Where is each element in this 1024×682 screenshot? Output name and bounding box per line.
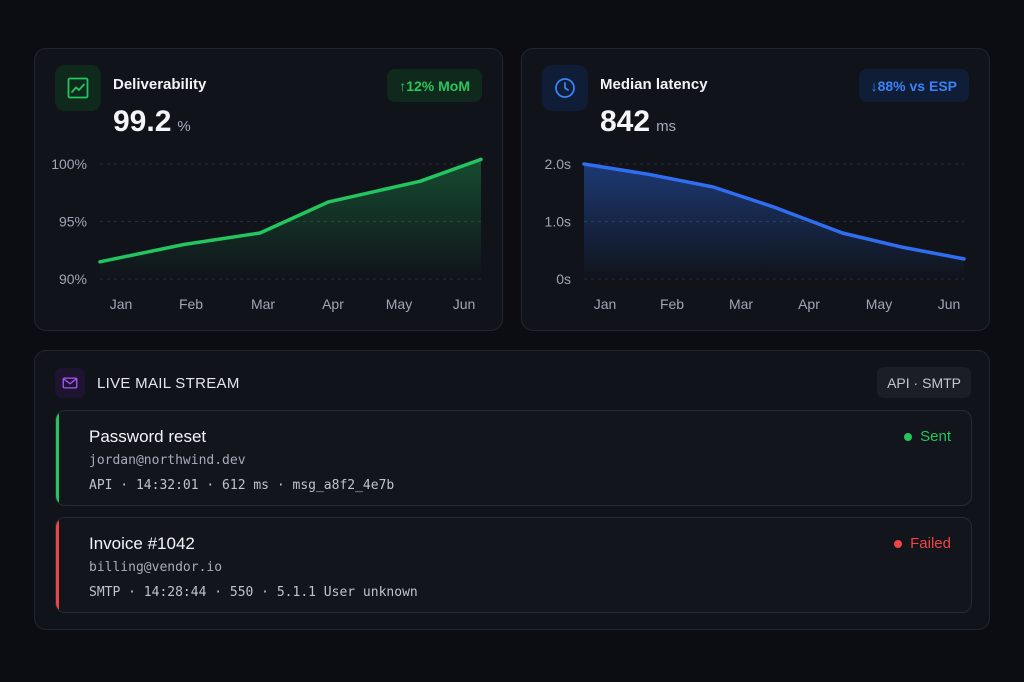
- x-tick-label: Apr: [798, 296, 820, 312]
- y-tick-label: 0s: [556, 271, 571, 287]
- x-tick-label: Jan: [110, 296, 133, 312]
- x-tick-label: Jun: [453, 296, 476, 312]
- x-tick-label: Jun: [938, 296, 961, 312]
- latency-card: Median latency 842 ms ↓88% vs ESP 0s 1.0s…: [521, 48, 990, 331]
- deliverability-card: Deliverability 99.2 % ↑12% MoM 90% 95% 100…: [34, 48, 503, 331]
- message-meta: API · 14:32:01 · 612 ms · msg_a8f2_4e7b: [89, 478, 395, 493]
- deliverability-unit: %: [177, 118, 191, 135]
- message-subject: Invoice #1042: [89, 534, 195, 553]
- x-tick-label: Jan: [594, 296, 617, 312]
- series-line: [98, 157, 483, 264]
- mail-icon: [55, 368, 85, 398]
- message-recipient: billing@vendor.io: [89, 560, 223, 575]
- status-label: Failed: [910, 535, 951, 552]
- message-subject: Password reset: [89, 427, 207, 446]
- stream-title: LIVE MAIL STREAM: [97, 375, 240, 392]
- deliverability-chart: 90% 95% 100% Jan Feb Mar Apr May Jun: [51, 156, 483, 312]
- clock-icon: [542, 65, 588, 111]
- deliverability-number: 99.2: [113, 105, 172, 138]
- latency-title: Median latency: [600, 76, 708, 93]
- status-dot-icon: [894, 539, 903, 548]
- status-dot-icon: [904, 432, 913, 441]
- x-tick-label: Mar: [251, 296, 275, 312]
- latency-unit: ms: [656, 118, 677, 135]
- deliverability-change-badge: ↑12% MoM: [387, 69, 482, 102]
- status-accent-bar: [56, 518, 59, 612]
- y-tick-label: 95%: [59, 214, 87, 230]
- x-tick-label: May: [866, 296, 892, 312]
- deliverability-title: Deliverability: [113, 76, 207, 93]
- stream-protocol-badge[interactable]: API · SMTP: [877, 367, 971, 398]
- x-tick-label: Feb: [660, 296, 684, 312]
- series-area: [584, 164, 964, 279]
- y-tick-label: 90%: [59, 271, 87, 287]
- latency-number: 842: [600, 105, 651, 138]
- x-tick-label: Apr: [322, 296, 344, 312]
- latency-chart: 0s 1.0s 2.0s Jan Feb Mar Apr May Jun: [545, 156, 966, 312]
- mail-stream-item[interactable]: Invoice #1042 billing@vendor.io SMTP · 1…: [55, 517, 972, 613]
- message-recipient: jordan@northwind.dev: [89, 453, 246, 468]
- message-status: Failed: [894, 535, 951, 552]
- deliverability-value: 99.2 %: [113, 105, 191, 139]
- mail-stream-item[interactable]: Password reset jordan@northwind.dev API …: [55, 410, 972, 506]
- latency-value: 842 ms: [600, 105, 676, 139]
- y-tick-label: 100%: [51, 156, 87, 172]
- status-accent-bar: [56, 411, 59, 505]
- x-tick-label: Feb: [179, 296, 203, 312]
- x-tick-label: Mar: [729, 296, 753, 312]
- y-tick-label: 2.0s: [545, 156, 571, 172]
- latency-change-badge: ↓88% vs ESP: [858, 69, 969, 102]
- series-line: [582, 162, 966, 261]
- y-tick-label: 1.0s: [545, 214, 571, 230]
- live-mail-stream-panel: LIVE MAIL STREAM API · SMTP Password res…: [34, 350, 990, 630]
- trending-chart-icon: [55, 65, 101, 111]
- message-status: Sent: [904, 428, 951, 445]
- message-meta: SMTP · 14:28:44 · 550 · 5.1.1 User unkno…: [89, 585, 418, 600]
- x-tick-label: May: [386, 296, 412, 312]
- status-label: Sent: [920, 428, 951, 445]
